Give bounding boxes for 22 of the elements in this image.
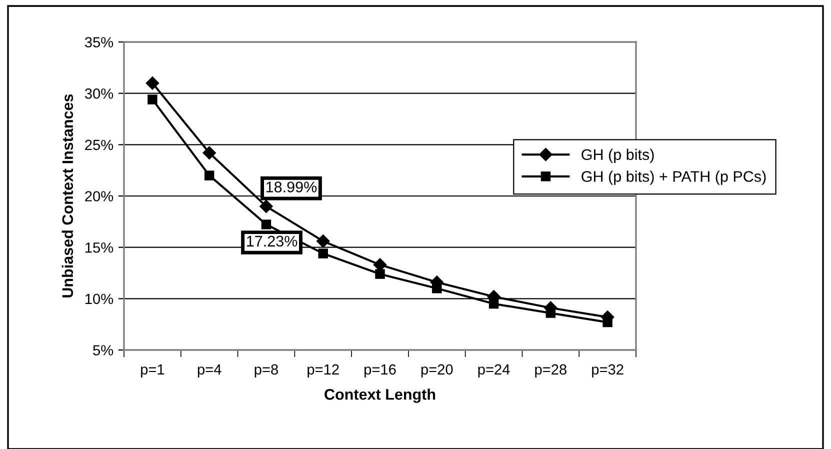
- x-tick-label: p=12: [308, 364, 339, 378]
- y-tick-label: 35%: [84, 37, 114, 48]
- y-tick-label: 20%: [85, 191, 114, 202]
- x-tick-label: p=8: [254, 364, 278, 378]
- y-axis-title: Unbiased Context Instances: [62, 94, 74, 298]
- x-tick-label: p=28: [535, 364, 566, 378]
- x-tick-label: p=20: [421, 364, 453, 378]
- legend-label: GH (p bits): [582, 148, 654, 164]
- data-label: 17.23%: [247, 236, 298, 247]
- y-tick-label: 10%: [86, 294, 114, 304]
- x-axis-title: Context Length: [324, 388, 436, 403]
- x-tick-label: p=16: [364, 364, 396, 378]
- legend-label: GH (p bits) + PATH (p PCs): [582, 170, 766, 185]
- data-label: 18.99%: [266, 182, 317, 192]
- x-tick-label: p=4: [198, 364, 222, 378]
- x-tick-label: p=24: [478, 364, 510, 378]
- y-tick-label: 15%: [86, 242, 114, 253]
- y-tick-label: 30%: [84, 88, 114, 99]
- x-tick-label: p=32: [592, 364, 624, 378]
- x-tick-label: p=1: [141, 364, 164, 378]
- y-tick-label: 25%: [85, 140, 114, 150]
- y-tick-label: 5%: [93, 345, 114, 356]
